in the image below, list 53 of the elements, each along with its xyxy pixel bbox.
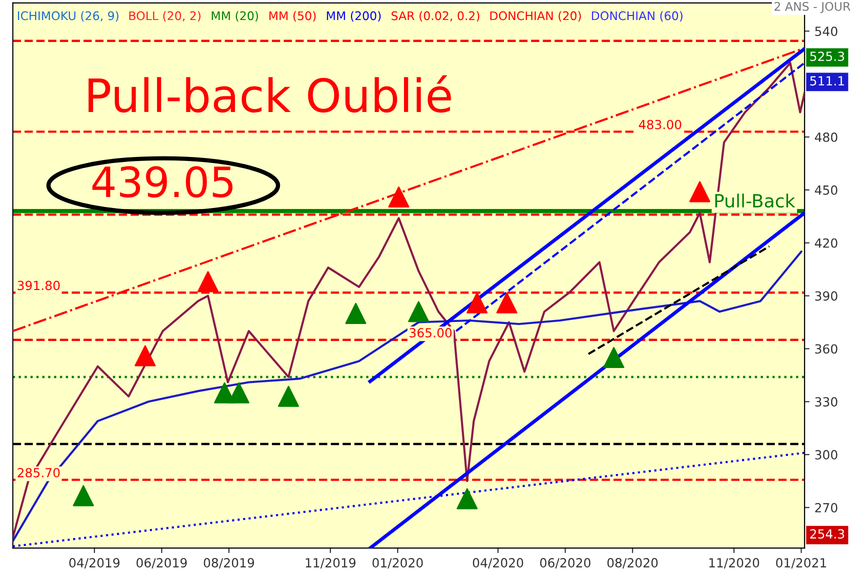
point [197,271,219,292]
y-tick-label: 480 [814,132,838,142]
line-series [12,62,805,539]
x-tick-label: 11/2020 [709,558,760,568]
x-tick-label: 04/2019 [69,558,120,568]
text: 525.3 [810,52,844,62]
point [345,302,366,324]
ref-line-label: 365.00 [410,328,452,338]
ref-line-label: 391.80 [18,280,60,290]
y-tick-label: 330 [815,397,838,407]
point [228,382,250,404]
annotation: SAR (0.02, 0.2) [392,11,480,22]
x-tick-label: 01/2020 [372,558,423,568]
point [134,345,156,366]
annotation: Pull-back Oublié [88,75,451,113]
text: 511.1 [810,76,844,86]
x-tick-label: 04/2020 [472,558,524,568]
point [603,347,624,368]
annotation: 439.05 [92,166,233,198]
ref-line-label: Pull-Back [715,194,796,208]
annotation: DONCHIAN (20) [490,11,581,22]
point [496,292,518,314]
ref-line-label: 285.70 [18,468,60,478]
y-tick-label: 360 [815,344,838,354]
line-series [12,250,802,542]
y-tick-label: 390 [815,291,838,301]
point [466,292,488,314]
ref-line-label: 483.00 [638,120,682,130]
x-tick-label: 06/2020 [540,558,590,568]
annotation: MM (50) [269,11,316,22]
y-tick-label: 540 [815,26,838,36]
point [72,485,94,506]
point [408,301,430,322]
point [278,386,300,407]
annotation: MM (200) [326,11,381,22]
annotation: ICHIMOKU (26, 9) [18,11,118,22]
annotation: MM (20) [212,11,258,22]
x-tick-label: 08/2020 [607,558,658,568]
y-tick-label: 450 [814,185,838,195]
x-tick-label: 06/2019 [136,558,187,568]
text: 254.3 [810,529,844,539]
annotation: DONCHIAN (60) [592,11,682,22]
point [689,181,710,202]
point [456,488,478,510]
y-tick-label: 300 [815,450,838,460]
annotation: BOLL (20, 2) [129,11,200,22]
point [388,186,410,208]
x-tick-label: 11/2019 [306,558,356,568]
y-tick-label: 270 [815,502,838,512]
x-tick-label: 01/2021 [776,558,826,568]
annotation: 2 ANS - JOUR [774,2,850,14]
y-tick-label: 420 [814,238,838,248]
x-tick-label: 08/2019 [204,558,254,568]
